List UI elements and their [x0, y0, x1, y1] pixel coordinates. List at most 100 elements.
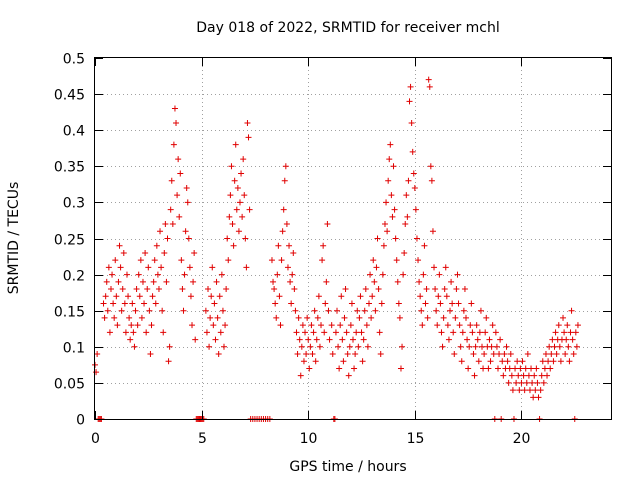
- data-point: [206, 343, 213, 350]
- data-point: [463, 314, 470, 321]
- data-point: [483, 314, 490, 321]
- data-point: [191, 249, 198, 256]
- data-point: [128, 322, 135, 329]
- data-point: [419, 322, 426, 329]
- data-point: [243, 264, 250, 271]
- data-point: [209, 264, 216, 271]
- data-point: [163, 278, 170, 285]
- data-point: [104, 307, 111, 314]
- data-point: [350, 336, 356, 343]
- data-point: [276, 293, 283, 300]
- data-point: [325, 307, 332, 314]
- data-point: [417, 293, 424, 300]
- data-point: [230, 242, 237, 249]
- data-point: [152, 300, 159, 307]
- data-point: [299, 322, 306, 329]
- data-point: [302, 329, 309, 336]
- data-point: [489, 322, 496, 329]
- data-point: [391, 206, 398, 213]
- data-point: [118, 307, 125, 314]
- data-point: [563, 336, 570, 343]
- data-point: [494, 365, 501, 372]
- data-point: [338, 293, 345, 300]
- data-point: [93, 369, 100, 376]
- y-tick-label: 0.5: [63, 52, 85, 68]
- data-point: [287, 278, 294, 285]
- data-point: [186, 264, 193, 271]
- data-point: [447, 307, 454, 314]
- data-point: [117, 264, 124, 271]
- data-point: [182, 228, 189, 235]
- data-point: [111, 314, 118, 321]
- data-point: [150, 278, 157, 285]
- data-point: [538, 372, 545, 379]
- data-point: [297, 372, 304, 379]
- data-point: [428, 177, 435, 184]
- data-point: [352, 351, 359, 358]
- data-point: [569, 336, 576, 343]
- data-point: [443, 293, 450, 300]
- data-point: [570, 351, 577, 358]
- data-point: [412, 206, 419, 213]
- data-point: [399, 343, 406, 350]
- data-point: [147, 351, 154, 358]
- data-point: [214, 314, 221, 321]
- data-point: [388, 192, 395, 199]
- data-point: [415, 257, 422, 264]
- data-point: [210, 322, 217, 329]
- data-point: [426, 83, 433, 90]
- x-tick-label: 5: [198, 431, 207, 447]
- plot-frame: [94, 57, 612, 420]
- data-point: [469, 329, 476, 336]
- data-point: [522, 365, 529, 372]
- data-point: [371, 278, 378, 285]
- data-point: [405, 177, 412, 184]
- data-point: [312, 358, 319, 365]
- data-point: [212, 336, 219, 343]
- data-point: [540, 379, 547, 386]
- data-point: [481, 351, 488, 358]
- data-point: [318, 322, 325, 329]
- data-point: [268, 257, 275, 264]
- data-point: [109, 271, 116, 278]
- data-point: [567, 329, 574, 336]
- data-point: [404, 213, 411, 220]
- data-point: [184, 199, 191, 206]
- x-axis-label: GPS time / hours: [289, 459, 406, 475]
- data-point: [221, 343, 227, 350]
- data-point: [110, 300, 117, 307]
- data-point: [306, 365, 313, 372]
- data-point: [340, 358, 347, 365]
- data-point: [379, 271, 386, 278]
- data-point: [344, 351, 351, 358]
- data-point: [246, 206, 253, 213]
- data-point: [341, 314, 348, 321]
- data-point: [425, 76, 432, 83]
- data-point: [232, 141, 239, 148]
- data-point: [229, 221, 236, 228]
- data-point: [134, 322, 141, 329]
- data-point: [311, 307, 318, 314]
- data-point: [277, 322, 284, 329]
- y-tick-label: 0.2: [63, 269, 85, 285]
- data-point: [501, 351, 508, 358]
- data-point: [408, 119, 415, 126]
- data-point: [295, 314, 302, 321]
- data-point: [444, 322, 451, 329]
- data-point: [175, 156, 182, 163]
- data-point: [424, 314, 431, 321]
- data-point: [153, 242, 160, 249]
- data-point: [281, 177, 288, 184]
- data-point: [120, 249, 127, 256]
- data-point: [475, 358, 482, 365]
- data-point: [211, 300, 218, 307]
- y-tick-label: 0.05: [54, 377, 85, 393]
- data-point: [464, 336, 471, 343]
- data-point: [192, 336, 199, 343]
- data-point: [470, 351, 477, 358]
- data-point: [231, 177, 238, 184]
- data-point: [456, 322, 463, 329]
- data-point: [518, 379, 525, 386]
- data-point: [337, 322, 344, 329]
